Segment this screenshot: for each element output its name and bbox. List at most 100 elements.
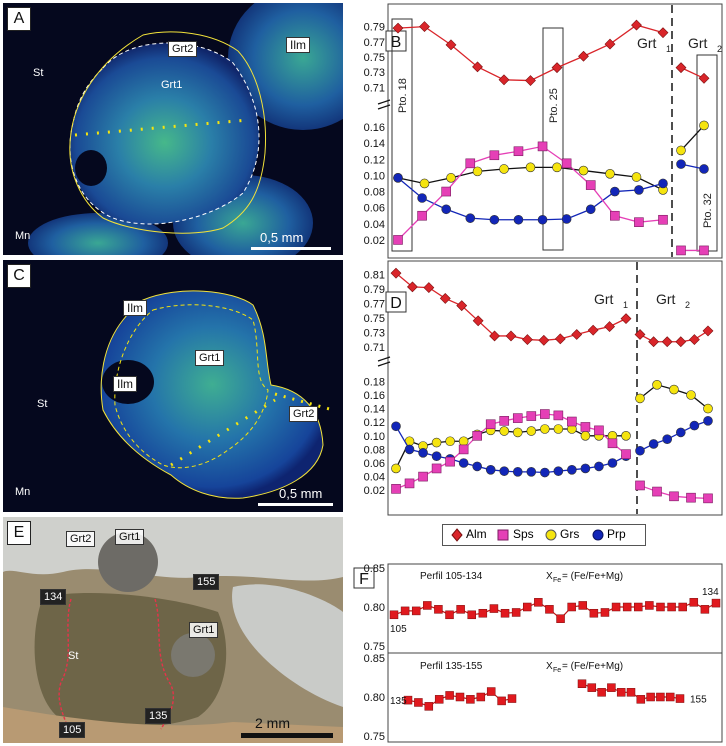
- xfe-label-bottom-rest: = (Fe/Fe+Mg): [562, 661, 623, 672]
- data-point-prp: [441, 204, 451, 215]
- profile2a-point: [507, 694, 517, 703]
- data-point-prp: [553, 466, 564, 476]
- label-mn: Mn: [15, 230, 31, 242]
- axis-break: [377, 99, 391, 105]
- profile2b-point: [626, 688, 636, 697]
- panel-a-graphic: [28, 3, 343, 255]
- data-point-prp: [458, 458, 469, 468]
- data-point-grs: [669, 384, 679, 395]
- profile1-point: [500, 608, 510, 618]
- data-point-alm: [445, 39, 457, 51]
- data-point-grs: [580, 431, 591, 441]
- panel-c-xray-map: C Ilm Grt1 Ilm Grt2 St Mn 0,5 mm: [3, 260, 343, 512]
- data-point-prp: [537, 214, 548, 225]
- panel-letter: A: [7, 7, 31, 31]
- data-point-prp: [393, 173, 403, 183]
- data-point-prp: [676, 159, 686, 169]
- data-point-alm: [675, 336, 687, 348]
- tick-label: 0.77: [364, 298, 385, 310]
- scale-bar: [258, 503, 333, 506]
- zone-label-grt1: Grt: [637, 35, 657, 51]
- data-point-alm: [620, 313, 632, 325]
- tick-label: 0.10: [364, 170, 385, 182]
- profile1-point: [567, 602, 576, 612]
- tick-label: 0.79: [364, 284, 385, 296]
- tick-label: 0.75: [364, 52, 385, 64]
- legend-label-grs: Grs: [560, 527, 580, 541]
- data-point-alm: [472, 61, 483, 73]
- tick-label: 0.75: [364, 313, 385, 325]
- neighbor-garnet-a3: [28, 213, 168, 255]
- profile1-point: [400, 606, 410, 616]
- tick-label: 0.02: [364, 485, 385, 497]
- tick-label: 0.16: [364, 390, 385, 402]
- data-point-grs: [458, 436, 469, 447]
- data-point-sps: [418, 471, 428, 482]
- data-point-prp: [417, 193, 427, 203]
- label-ilm: Ilm: [286, 37, 310, 53]
- profile2a-point: [486, 687, 496, 696]
- profile1-point: [534, 598, 543, 607]
- label-st: St: [33, 67, 44, 79]
- data-point-sps: [465, 158, 476, 169]
- series-line-sps: [395, 413, 627, 490]
- panel-letter: C: [7, 264, 31, 288]
- label-grt2: Grt2: [168, 41, 198, 57]
- tick-label: 0.73: [364, 67, 385, 79]
- profile1-point: [489, 604, 499, 613]
- series-line-alm: [680, 67, 705, 79]
- profile2a-point: [497, 696, 506, 706]
- data-point-alm: [702, 325, 714, 337]
- tick-label: 0.08: [364, 187, 385, 199]
- data-point-grs: [499, 164, 509, 174]
- profile2b-point: [636, 695, 646, 704]
- data-point-prp: [567, 465, 577, 475]
- data-point-alm: [604, 321, 615, 332]
- panel-letter: E: [7, 521, 31, 545]
- data-point-alm: [648, 336, 660, 348]
- profile2b-point: [587, 683, 597, 692]
- label-point-135: 135: [145, 708, 172, 724]
- series-line-sps: [397, 145, 664, 241]
- xfe-label-top-rest: = (Fe/Fe+Mg): [562, 571, 623, 582]
- zone-label-grt2-sub: 2: [717, 44, 722, 54]
- scale-label: 2 mm: [255, 715, 290, 731]
- data-point-alm: [698, 72, 710, 84]
- data-point-prp: [513, 214, 524, 225]
- scale-label: 0,5 mm: [279, 486, 323, 501]
- data-point-alm: [675, 62, 687, 74]
- profile1-point: [578, 601, 588, 610]
- data-point-sps: [489, 150, 500, 161]
- xfe-label-top-sub: Fe: [553, 577, 561, 584]
- profile2b-point: [656, 692, 665, 702]
- point-label: Pto. 25: [548, 88, 560, 123]
- tick-label: 0.80: [364, 602, 385, 614]
- tick-label: 0.02: [364, 235, 385, 247]
- data-point-grs: [552, 162, 562, 173]
- label-st: St: [68, 650, 79, 662]
- label-st: St: [37, 398, 48, 410]
- data-point-sps: [441, 186, 451, 197]
- tick-label: 0.75: [364, 641, 385, 653]
- data-point-prp: [658, 178, 668, 189]
- panel-letter-box: [385, 291, 407, 313]
- tick-label: 0.06: [364, 203, 385, 215]
- profile2b-point: [675, 694, 685, 703]
- grt1-boundary-c: [114, 304, 269, 469]
- axis-break: [377, 361, 391, 367]
- label-point-105: 105: [59, 722, 86, 738]
- profile1-point: [423, 601, 432, 610]
- data-point-sps: [431, 463, 442, 474]
- data-point-grs: [652, 380, 662, 390]
- data-point-prp: [472, 461, 482, 472]
- profile2a-point: [445, 691, 454, 700]
- profile2a-point: [455, 692, 465, 702]
- profile1-point: [456, 605, 465, 614]
- data-point-sps: [658, 214, 668, 225]
- data-point-grs: [553, 424, 564, 434]
- data-point-grs: [526, 426, 537, 436]
- data-point-grs: [445, 436, 455, 447]
- legend-marker-alm: [451, 528, 463, 542]
- tick-label: 0.12: [364, 154, 385, 166]
- traverse-c2: [274, 392, 334, 412]
